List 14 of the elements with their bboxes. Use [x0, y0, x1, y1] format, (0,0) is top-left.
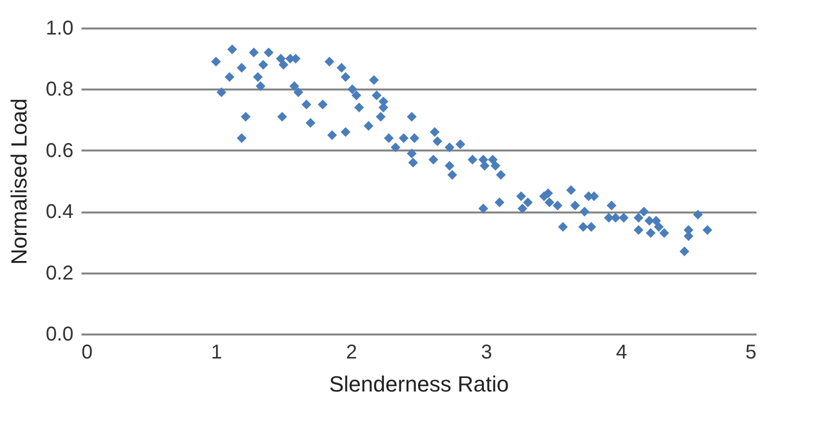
- y-tick-label: 0.2: [46, 262, 74, 284]
- x-tick-label: 1: [210, 342, 222, 364]
- y-axis-title: Normalised Load: [6, 98, 32, 265]
- y-tick-label: 0.8: [46, 78, 74, 101]
- x-tick-label: 5: [745, 342, 756, 364]
- x-tick-label: 2: [346, 342, 358, 364]
- x-tick-label: 0: [82, 342, 93, 364]
- x-tick-label: 3: [480, 342, 492, 364]
- x-tick-label: 4: [616, 342, 628, 364]
- y-tick-label: 1.0: [46, 18, 74, 40]
- y-tick-label: 0.4: [46, 201, 74, 224]
- y-tick-label: 0.6: [46, 140, 74, 162]
- y-tick-label: 0.0: [46, 324, 74, 346]
- x-axis-title: Slenderness Ratio: [329, 372, 509, 396]
